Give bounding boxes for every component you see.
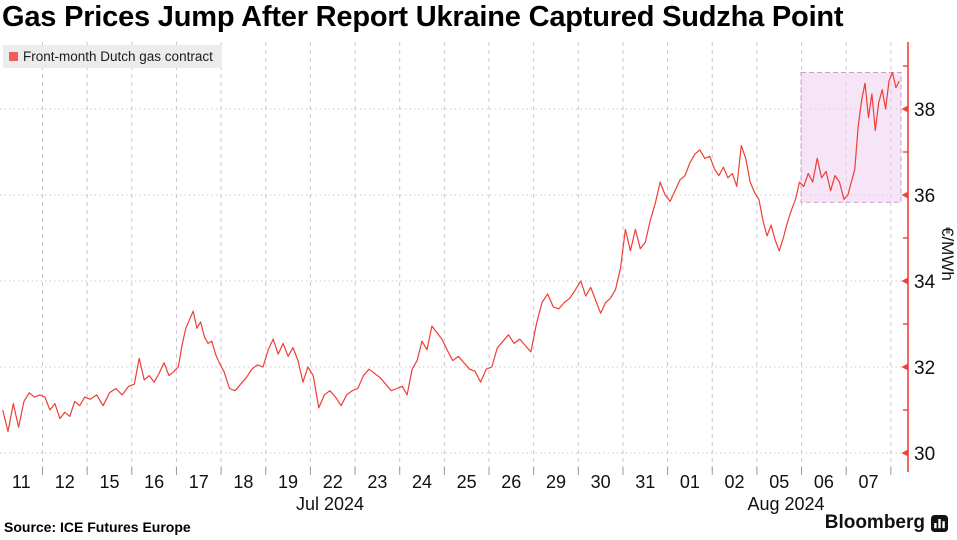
x-tick-label-25: 25 [457,472,477,492]
y-major-tick-34 [901,277,908,285]
x-tick-label-22: 22 [323,472,343,492]
bloomberg-logo: Bloomberg [825,512,948,534]
x-tick-label-23: 23 [367,472,387,492]
x-tick-label-06: 06 [814,472,834,492]
x-tick-label-16: 16 [144,472,164,492]
x-tick-label-02: 02 [725,472,745,492]
y-major-tick-32 [901,363,908,371]
y-tick-label-34: 34 [914,272,936,293]
legend: Front-month Dutch gas contract [3,45,222,68]
x-tick-label-17: 17 [189,472,209,492]
x-tick-label-30: 30 [591,472,611,492]
x-tick-label-15: 15 [99,472,119,492]
x-axis-month-label-jul: Jul 2024 [295,494,365,514]
x-tick-label-12: 12 [55,472,75,492]
legend-series-label: Front-month Dutch gas contract [23,49,213,64]
x-tick-label-18: 18 [233,472,253,492]
legend-series-swatch [9,52,18,61]
bloomberg-chart-icon [931,514,948,532]
x-tick-label-31: 31 [635,472,655,492]
y-tick-label-38: 38 [914,100,935,121]
x-tick-label-07: 07 [859,472,879,492]
y-major-tick-36 [901,191,908,199]
y-tick-label-32: 32 [914,358,935,379]
x-tick-label-11: 11 [12,472,31,492]
y-tick-label-30: 30 [914,444,935,465]
x-tick-label-05: 05 [769,472,789,492]
y-major-tick-38 [901,105,908,113]
y-tick-label-36: 36 [914,186,935,207]
highlight-region [800,71,902,203]
chart-title: Gas Prices Jump After Report Ukraine Cap… [2,1,844,33]
x-tick-label-29: 29 [546,472,566,492]
x-tick-label-24: 24 [412,472,432,492]
x-tick-label-01: 01 [680,472,700,492]
x-tick-label-19: 19 [278,472,298,492]
x-tick-label-26: 26 [501,472,521,492]
y-major-tick-30 [901,449,908,457]
price-line [2,71,900,433]
source-note: Source: ICE Futures Europe [4,519,191,535]
bloomberg-wordmark: Bloomberg [824,512,925,533]
x-axis-month-label-aug: Aug 2024 [747,494,825,514]
y-axis-unit-label: €/MWh [938,227,957,281]
